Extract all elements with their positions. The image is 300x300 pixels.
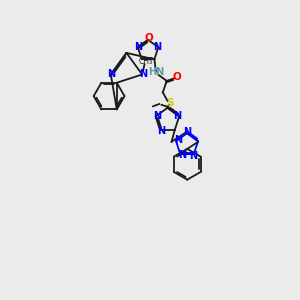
Text: N: N [174,135,182,146]
Text: S: S [166,98,173,108]
Text: N: N [153,111,161,121]
Text: N: N [139,70,147,80]
Text: CH₃: CH₃ [138,57,152,66]
Text: O: O [172,72,181,82]
Text: N: N [189,151,197,160]
Text: N: N [183,127,191,136]
Text: N: N [107,70,116,80]
Text: N: N [154,42,162,52]
Text: N: N [174,111,182,121]
Text: N: N [178,150,186,160]
Text: N: N [157,126,165,136]
Text: N: N [134,42,142,52]
Text: O: O [144,33,153,43]
Text: HN: HN [148,68,165,77]
